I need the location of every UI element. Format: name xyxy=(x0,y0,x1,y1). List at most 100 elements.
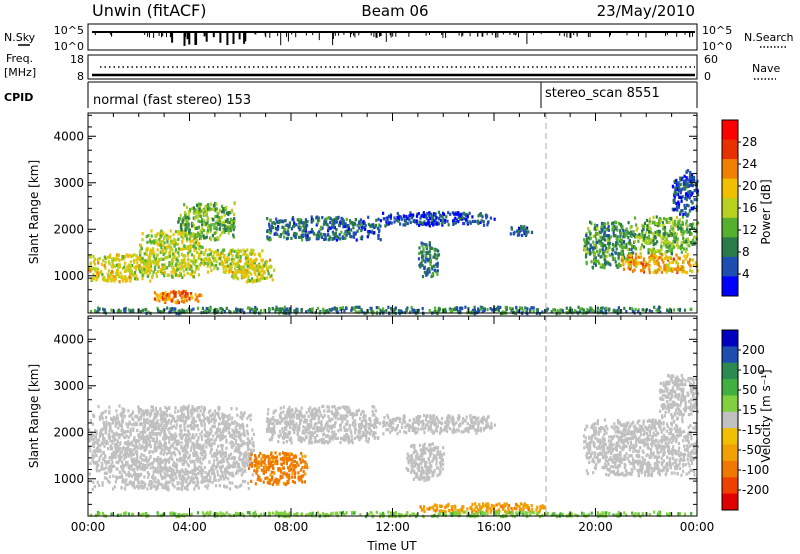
data-cell xyxy=(585,237,588,241)
data-cell xyxy=(690,307,693,311)
data-cell xyxy=(445,215,448,219)
data-cell xyxy=(480,213,483,217)
data-cell xyxy=(101,481,104,485)
data-cell xyxy=(206,231,209,235)
data-cell xyxy=(655,308,658,312)
data-cell xyxy=(186,469,189,474)
data-cell xyxy=(248,266,251,270)
data-cell xyxy=(201,412,204,416)
data-cell xyxy=(170,478,173,482)
data-cell xyxy=(279,233,283,237)
data-cell xyxy=(111,460,114,464)
data-cell xyxy=(192,275,195,279)
data-cell xyxy=(239,443,242,447)
data-cell xyxy=(227,211,230,215)
data-cell xyxy=(486,223,489,227)
data-cell xyxy=(410,305,413,310)
data-cell xyxy=(107,278,110,282)
data-cell xyxy=(267,272,270,276)
data-cell xyxy=(183,273,186,277)
data-cell xyxy=(203,251,206,255)
data-cell xyxy=(692,222,695,226)
data-cell xyxy=(252,264,255,268)
data-cell xyxy=(678,220,681,224)
data-cell xyxy=(253,279,257,283)
data-cell xyxy=(449,212,452,216)
data-cell xyxy=(119,309,123,313)
data-cell xyxy=(168,261,171,265)
data-cell xyxy=(191,224,194,228)
data-cell xyxy=(324,218,327,222)
data-cell xyxy=(471,308,475,312)
data-cell xyxy=(676,225,680,229)
data-cell xyxy=(188,217,191,221)
data-cell xyxy=(473,305,476,309)
data-cell xyxy=(630,230,633,234)
data-cell xyxy=(149,238,152,242)
data-cell xyxy=(213,223,216,227)
data-cell xyxy=(671,269,674,273)
data-cell xyxy=(148,260,151,264)
data-cell xyxy=(228,221,231,225)
data-cell xyxy=(230,456,233,460)
data-cell xyxy=(266,267,269,271)
data-cell xyxy=(360,228,363,233)
data-cell xyxy=(218,223,221,227)
data-cell xyxy=(180,263,183,267)
data-cell xyxy=(180,247,184,251)
data-cell xyxy=(221,221,224,225)
data-cell xyxy=(123,277,126,281)
data-cell xyxy=(310,215,313,219)
data-cell xyxy=(213,439,216,443)
data-cell xyxy=(232,228,235,232)
data-cell xyxy=(188,232,191,236)
data-cell xyxy=(694,235,697,239)
data-cell xyxy=(198,242,201,246)
data-cell xyxy=(239,453,242,457)
data-cell xyxy=(185,237,188,241)
data-cell xyxy=(190,420,193,424)
data-cell xyxy=(184,261,187,265)
data-cell xyxy=(219,437,222,441)
data-cell xyxy=(159,268,162,272)
data-cell xyxy=(239,469,242,473)
data-cell xyxy=(157,258,160,262)
data-cell xyxy=(102,307,105,311)
data-cell xyxy=(166,470,169,474)
data-cell xyxy=(593,261,596,265)
data-cell xyxy=(675,232,678,236)
data-cell xyxy=(423,266,426,270)
data-cell xyxy=(209,451,212,455)
data-cell xyxy=(159,423,162,427)
data-cell xyxy=(354,222,357,226)
data-cell xyxy=(237,253,240,257)
data-cell xyxy=(196,250,199,254)
data-cell xyxy=(385,309,388,313)
data-cell xyxy=(654,268,657,273)
data-cell xyxy=(221,412,224,416)
nave-tick-top: 60 xyxy=(704,53,718,66)
data-cell xyxy=(421,254,425,258)
data-cell xyxy=(232,212,236,216)
data-cell xyxy=(377,217,380,221)
data-cell xyxy=(123,470,126,474)
data-cell xyxy=(665,237,668,242)
data-cell xyxy=(606,238,609,242)
data-cell xyxy=(133,253,136,257)
data-cell xyxy=(644,240,647,244)
data-cell xyxy=(216,462,219,466)
data-cell xyxy=(257,272,260,276)
data-cell xyxy=(158,238,161,242)
data-cell xyxy=(216,426,220,430)
data-cell xyxy=(645,263,648,267)
data-cell xyxy=(682,260,685,264)
data-cell xyxy=(682,247,686,251)
data-cell xyxy=(150,419,153,423)
data-cell xyxy=(126,254,129,258)
data-cell xyxy=(121,267,124,271)
data-cell xyxy=(349,221,352,225)
data-cell xyxy=(306,224,309,228)
data-cell xyxy=(451,211,454,215)
data-cell xyxy=(160,417,163,422)
data-cell xyxy=(223,230,226,234)
